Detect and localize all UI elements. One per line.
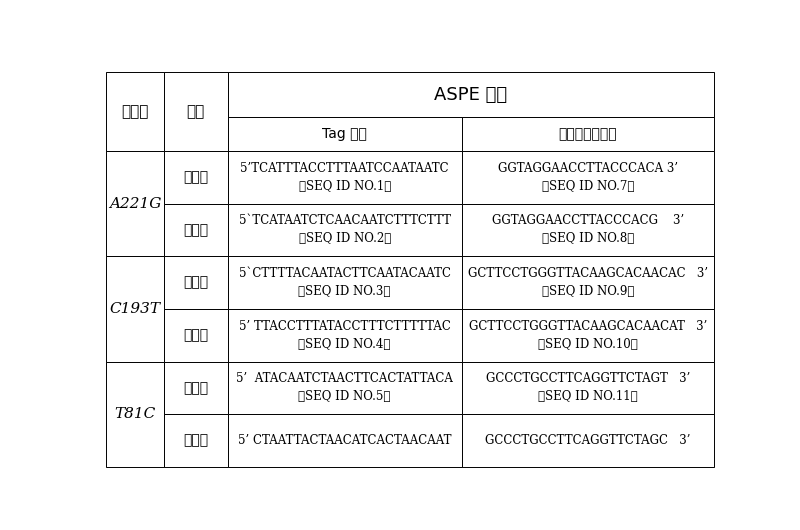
- Text: 5’ TTACCTТTATACCTTTCTTTTTAC: 5’ TTACCTТTATACCTTTCTTTTTAC: [238, 320, 450, 333]
- Bar: [462, 414, 714, 467]
- Text: GCTTCCTGGGTTACAAGCACAACAC   3’: GCTTCCTGGGTTACAAGCACAACAC 3’: [468, 267, 708, 280]
- Text: ASPE 引物: ASPE 引物: [434, 85, 507, 103]
- Bar: [228, 361, 462, 414]
- Text: 5`TCATAATCTCAACAATCTTTCTTT: 5`TCATAATCTCAACAATCTTTCTTT: [238, 215, 450, 227]
- Text: 突变型: 突变型: [183, 223, 208, 237]
- Text: 野生型: 野生型: [183, 170, 208, 184]
- Text: GCTTCCTGGGTTACAAGCACAACAT   3’: GCTTCCTGGGTTACAAGCACAACAT 3’: [469, 320, 707, 333]
- Bar: [164, 72, 228, 151]
- Bar: [164, 414, 228, 467]
- Bar: [228, 151, 462, 204]
- Text: GCCCTGCCTTCAGGTTCTAGC   3’: GCCCTGCCTTCAGGTTCTAGC 3’: [485, 434, 690, 447]
- Bar: [462, 361, 714, 414]
- Text: 5’ CTAATTACTAACATCACTAACAAT: 5’ CTAATTACTAACATCACTAACAAT: [238, 434, 451, 447]
- Text: 5’  ATACAATCTAACTTCACTATTACA: 5’ ATACAATCTAACTTCACTATTACA: [236, 373, 453, 385]
- Text: （SEQ ID NO.11）: （SEQ ID NO.11）: [538, 390, 638, 403]
- Text: 野生型: 野生型: [183, 381, 208, 395]
- Bar: [228, 204, 462, 256]
- Text: （SEQ ID NO.4）: （SEQ ID NO.4）: [298, 338, 391, 351]
- Bar: [228, 72, 714, 117]
- Bar: [228, 256, 462, 309]
- Text: 突变型: 突变型: [183, 434, 208, 447]
- Bar: [106, 361, 164, 467]
- Text: 类型: 类型: [186, 104, 205, 119]
- Text: T81C: T81C: [114, 407, 156, 421]
- Bar: [462, 204, 714, 256]
- Text: GGTAGGAACCTTACCCACA 3’: GGTAGGAACCTTACCCACA 3’: [498, 162, 678, 175]
- Text: 5’TCATTTACCTTTAATCCAATAATC: 5’TCATTTACCTTTAATCCAATAATC: [240, 162, 449, 175]
- Text: （SEQ ID NO.1）: （SEQ ID NO.1）: [298, 180, 391, 193]
- Bar: [106, 256, 164, 361]
- Bar: [228, 414, 462, 467]
- Bar: [164, 256, 228, 309]
- Text: （SEQ ID NO.2）: （SEQ ID NO.2）: [298, 232, 391, 245]
- Text: C193T: C193T: [110, 302, 161, 316]
- Bar: [106, 151, 164, 256]
- Text: Tag 序列: Tag 序列: [322, 127, 367, 141]
- Text: 特异性引物序列: 特异性引物序列: [558, 127, 617, 141]
- Text: 5`CTTTTACAATACTTCAATACAATC: 5`CTTTTACAATACTTCAATACAATC: [238, 267, 450, 280]
- Text: （SEQ ID NO.8）: （SEQ ID NO.8）: [542, 232, 634, 245]
- Text: 突变型: 突变型: [183, 328, 208, 342]
- Bar: [228, 309, 462, 361]
- Text: 基因型: 基因型: [122, 104, 149, 119]
- Text: A221G: A221G: [109, 197, 162, 210]
- Text: GCCCTGCCTTCAGGTTCTAGT   3’: GCCCTGCCTTCAGGTTCTAGT 3’: [486, 373, 690, 385]
- Bar: [164, 151, 228, 204]
- Text: GGTAGGAACCTTACCCACG    3’: GGTAGGAACCTTACCCACG 3’: [491, 215, 684, 227]
- Bar: [106, 72, 164, 151]
- Bar: [164, 204, 228, 256]
- Bar: [164, 361, 228, 414]
- Bar: [462, 151, 714, 204]
- Bar: [462, 309, 714, 361]
- Text: （SEQ ID NO.5）: （SEQ ID NO.5）: [298, 390, 391, 403]
- Text: 野生型: 野生型: [183, 276, 208, 289]
- Text: （SEQ ID NO.3）: （SEQ ID NO.3）: [298, 285, 391, 298]
- Bar: [228, 117, 462, 151]
- Text: （SEQ ID NO.10）: （SEQ ID NO.10）: [538, 338, 638, 351]
- Text: （SEQ ID NO.9）: （SEQ ID NO.9）: [542, 285, 634, 298]
- Bar: [462, 256, 714, 309]
- Bar: [462, 117, 714, 151]
- Text: （SEQ ID NO.7）: （SEQ ID NO.7）: [542, 180, 634, 193]
- Bar: [164, 309, 228, 361]
